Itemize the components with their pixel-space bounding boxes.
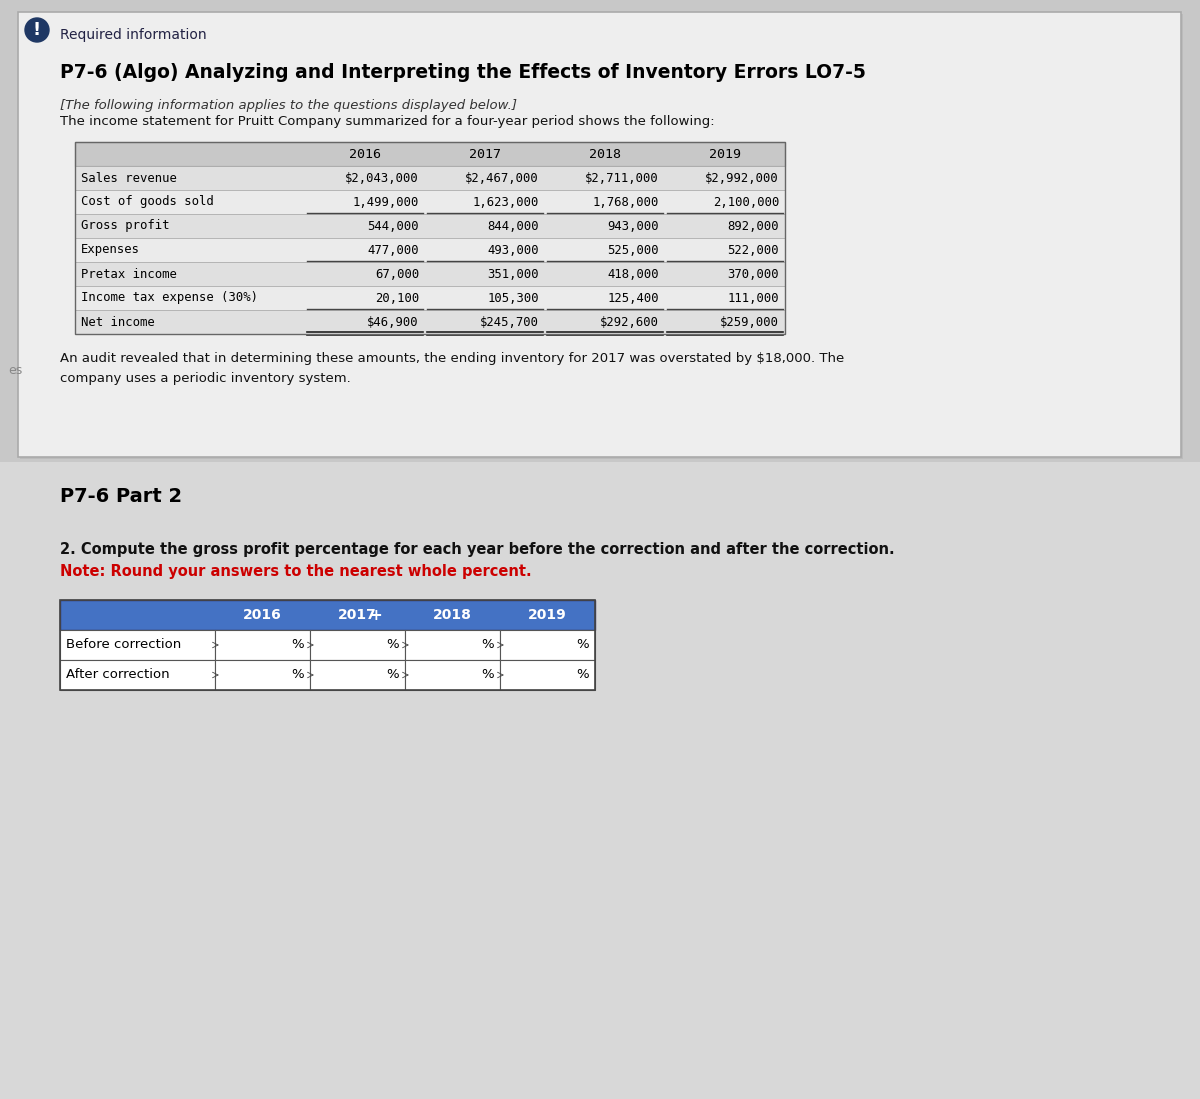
- Text: $46,900: $46,900: [367, 315, 419, 329]
- Text: 351,000: 351,000: [487, 267, 539, 280]
- Text: $2,711,000: $2,711,000: [586, 171, 659, 185]
- Text: 2016: 2016: [349, 147, 382, 160]
- Text: P7-6 (Algo) Analyzing and Interpreting the Effects of Inventory Errors LO7-5: P7-6 (Algo) Analyzing and Interpreting t…: [60, 63, 866, 81]
- Bar: [215, 630, 310, 660]
- Text: %: %: [481, 668, 494, 681]
- Text: 2019: 2019: [709, 147, 742, 160]
- Text: P7-6 Part 2: P7-6 Part 2: [60, 487, 182, 506]
- Text: 943,000: 943,000: [607, 220, 659, 233]
- Text: es: es: [8, 364, 23, 377]
- Text: !: !: [32, 21, 41, 38]
- Text: %: %: [292, 639, 304, 652]
- Text: 2017: 2017: [469, 147, 502, 160]
- Bar: [310, 660, 406, 690]
- Bar: [74, 238, 785, 262]
- Bar: [74, 166, 785, 190]
- Text: Cost of goods sold: Cost of goods sold: [82, 196, 214, 209]
- Text: 493,000: 493,000: [487, 244, 539, 256]
- Bar: [74, 214, 785, 238]
- Text: Note: Round your answers to the nearest whole percent.: Note: Round your answers to the nearest …: [60, 564, 532, 579]
- Text: %: %: [386, 639, 398, 652]
- Text: 522,000: 522,000: [727, 244, 779, 256]
- Bar: [310, 630, 406, 660]
- Text: 477,000: 477,000: [367, 244, 419, 256]
- Text: Sales revenue: Sales revenue: [82, 171, 176, 185]
- Text: 2016: 2016: [244, 608, 282, 622]
- Bar: [18, 12, 1181, 457]
- Text: [The following information applies to the questions displayed below.]: [The following information applies to th…: [60, 99, 517, 111]
- Text: The income statement for Pruitt Company summarized for a four-year period shows : The income statement for Pruitt Company …: [60, 115, 715, 129]
- Text: 844,000: 844,000: [487, 220, 539, 233]
- Bar: [500, 630, 595, 660]
- Text: An audit revealed that in determining these amounts, the ending inventory for 20: An audit revealed that in determining th…: [60, 352, 845, 365]
- Text: $2,467,000: $2,467,000: [466, 171, 539, 185]
- Bar: [406, 660, 500, 690]
- Bar: [74, 190, 785, 214]
- Bar: [20, 14, 1183, 459]
- Text: 418,000: 418,000: [607, 267, 659, 280]
- Text: 525,000: 525,000: [607, 244, 659, 256]
- Bar: [74, 286, 785, 310]
- Text: Net income: Net income: [82, 315, 155, 329]
- Text: 1,768,000: 1,768,000: [593, 196, 659, 209]
- Text: Income tax expense (30%): Income tax expense (30%): [82, 291, 258, 304]
- Bar: [60, 630, 215, 660]
- Text: 544,000: 544,000: [367, 220, 419, 233]
- Bar: [74, 142, 785, 166]
- Text: %: %: [481, 639, 494, 652]
- Text: 892,000: 892,000: [727, 220, 779, 233]
- Text: %: %: [386, 668, 398, 681]
- Text: +: +: [370, 608, 382, 622]
- Text: 2018: 2018: [589, 147, 622, 160]
- Text: 20,100: 20,100: [374, 291, 419, 304]
- Text: %: %: [292, 668, 304, 681]
- Text: 105,300: 105,300: [487, 291, 539, 304]
- Bar: [74, 142, 785, 334]
- Text: 67,000: 67,000: [374, 267, 419, 280]
- Bar: [406, 630, 500, 660]
- Text: 1,623,000: 1,623,000: [473, 196, 539, 209]
- Text: Expenses: Expenses: [82, 244, 140, 256]
- Text: %: %: [576, 639, 589, 652]
- Bar: [60, 660, 215, 690]
- Bar: [74, 262, 785, 286]
- Bar: [500, 660, 595, 690]
- Bar: [74, 310, 785, 334]
- Text: 2017: 2017: [338, 608, 377, 622]
- Text: Pretax income: Pretax income: [82, 267, 176, 280]
- Text: Gross profit: Gross profit: [82, 220, 169, 233]
- Text: $292,600: $292,600: [600, 315, 659, 329]
- Text: Required information: Required information: [60, 27, 206, 42]
- Bar: [215, 660, 310, 690]
- Text: 2018: 2018: [433, 608, 472, 622]
- Text: %: %: [576, 668, 589, 681]
- Text: $2,992,000: $2,992,000: [706, 171, 779, 185]
- Text: Before correction: Before correction: [66, 639, 181, 652]
- Bar: [60, 600, 595, 690]
- Bar: [0, 462, 1200, 1099]
- Text: $259,000: $259,000: [720, 315, 779, 329]
- Text: 2019: 2019: [528, 608, 566, 622]
- Text: $245,700: $245,700: [480, 315, 539, 329]
- Text: 1,499,000: 1,499,000: [353, 196, 419, 209]
- Text: company uses a periodic inventory system.: company uses a periodic inventory system…: [60, 371, 350, 385]
- Text: 2,100,000: 2,100,000: [713, 196, 779, 209]
- Text: 2. Compute the gross profit percentage for each year before the correction and a: 2. Compute the gross profit percentage f…: [60, 542, 895, 557]
- Text: 125,400: 125,400: [607, 291, 659, 304]
- Text: 111,000: 111,000: [727, 291, 779, 304]
- Text: $2,043,000: $2,043,000: [346, 171, 419, 185]
- Bar: [60, 600, 595, 630]
- Circle shape: [25, 18, 49, 42]
- Text: 370,000: 370,000: [727, 267, 779, 280]
- Text: After correction: After correction: [66, 668, 169, 681]
